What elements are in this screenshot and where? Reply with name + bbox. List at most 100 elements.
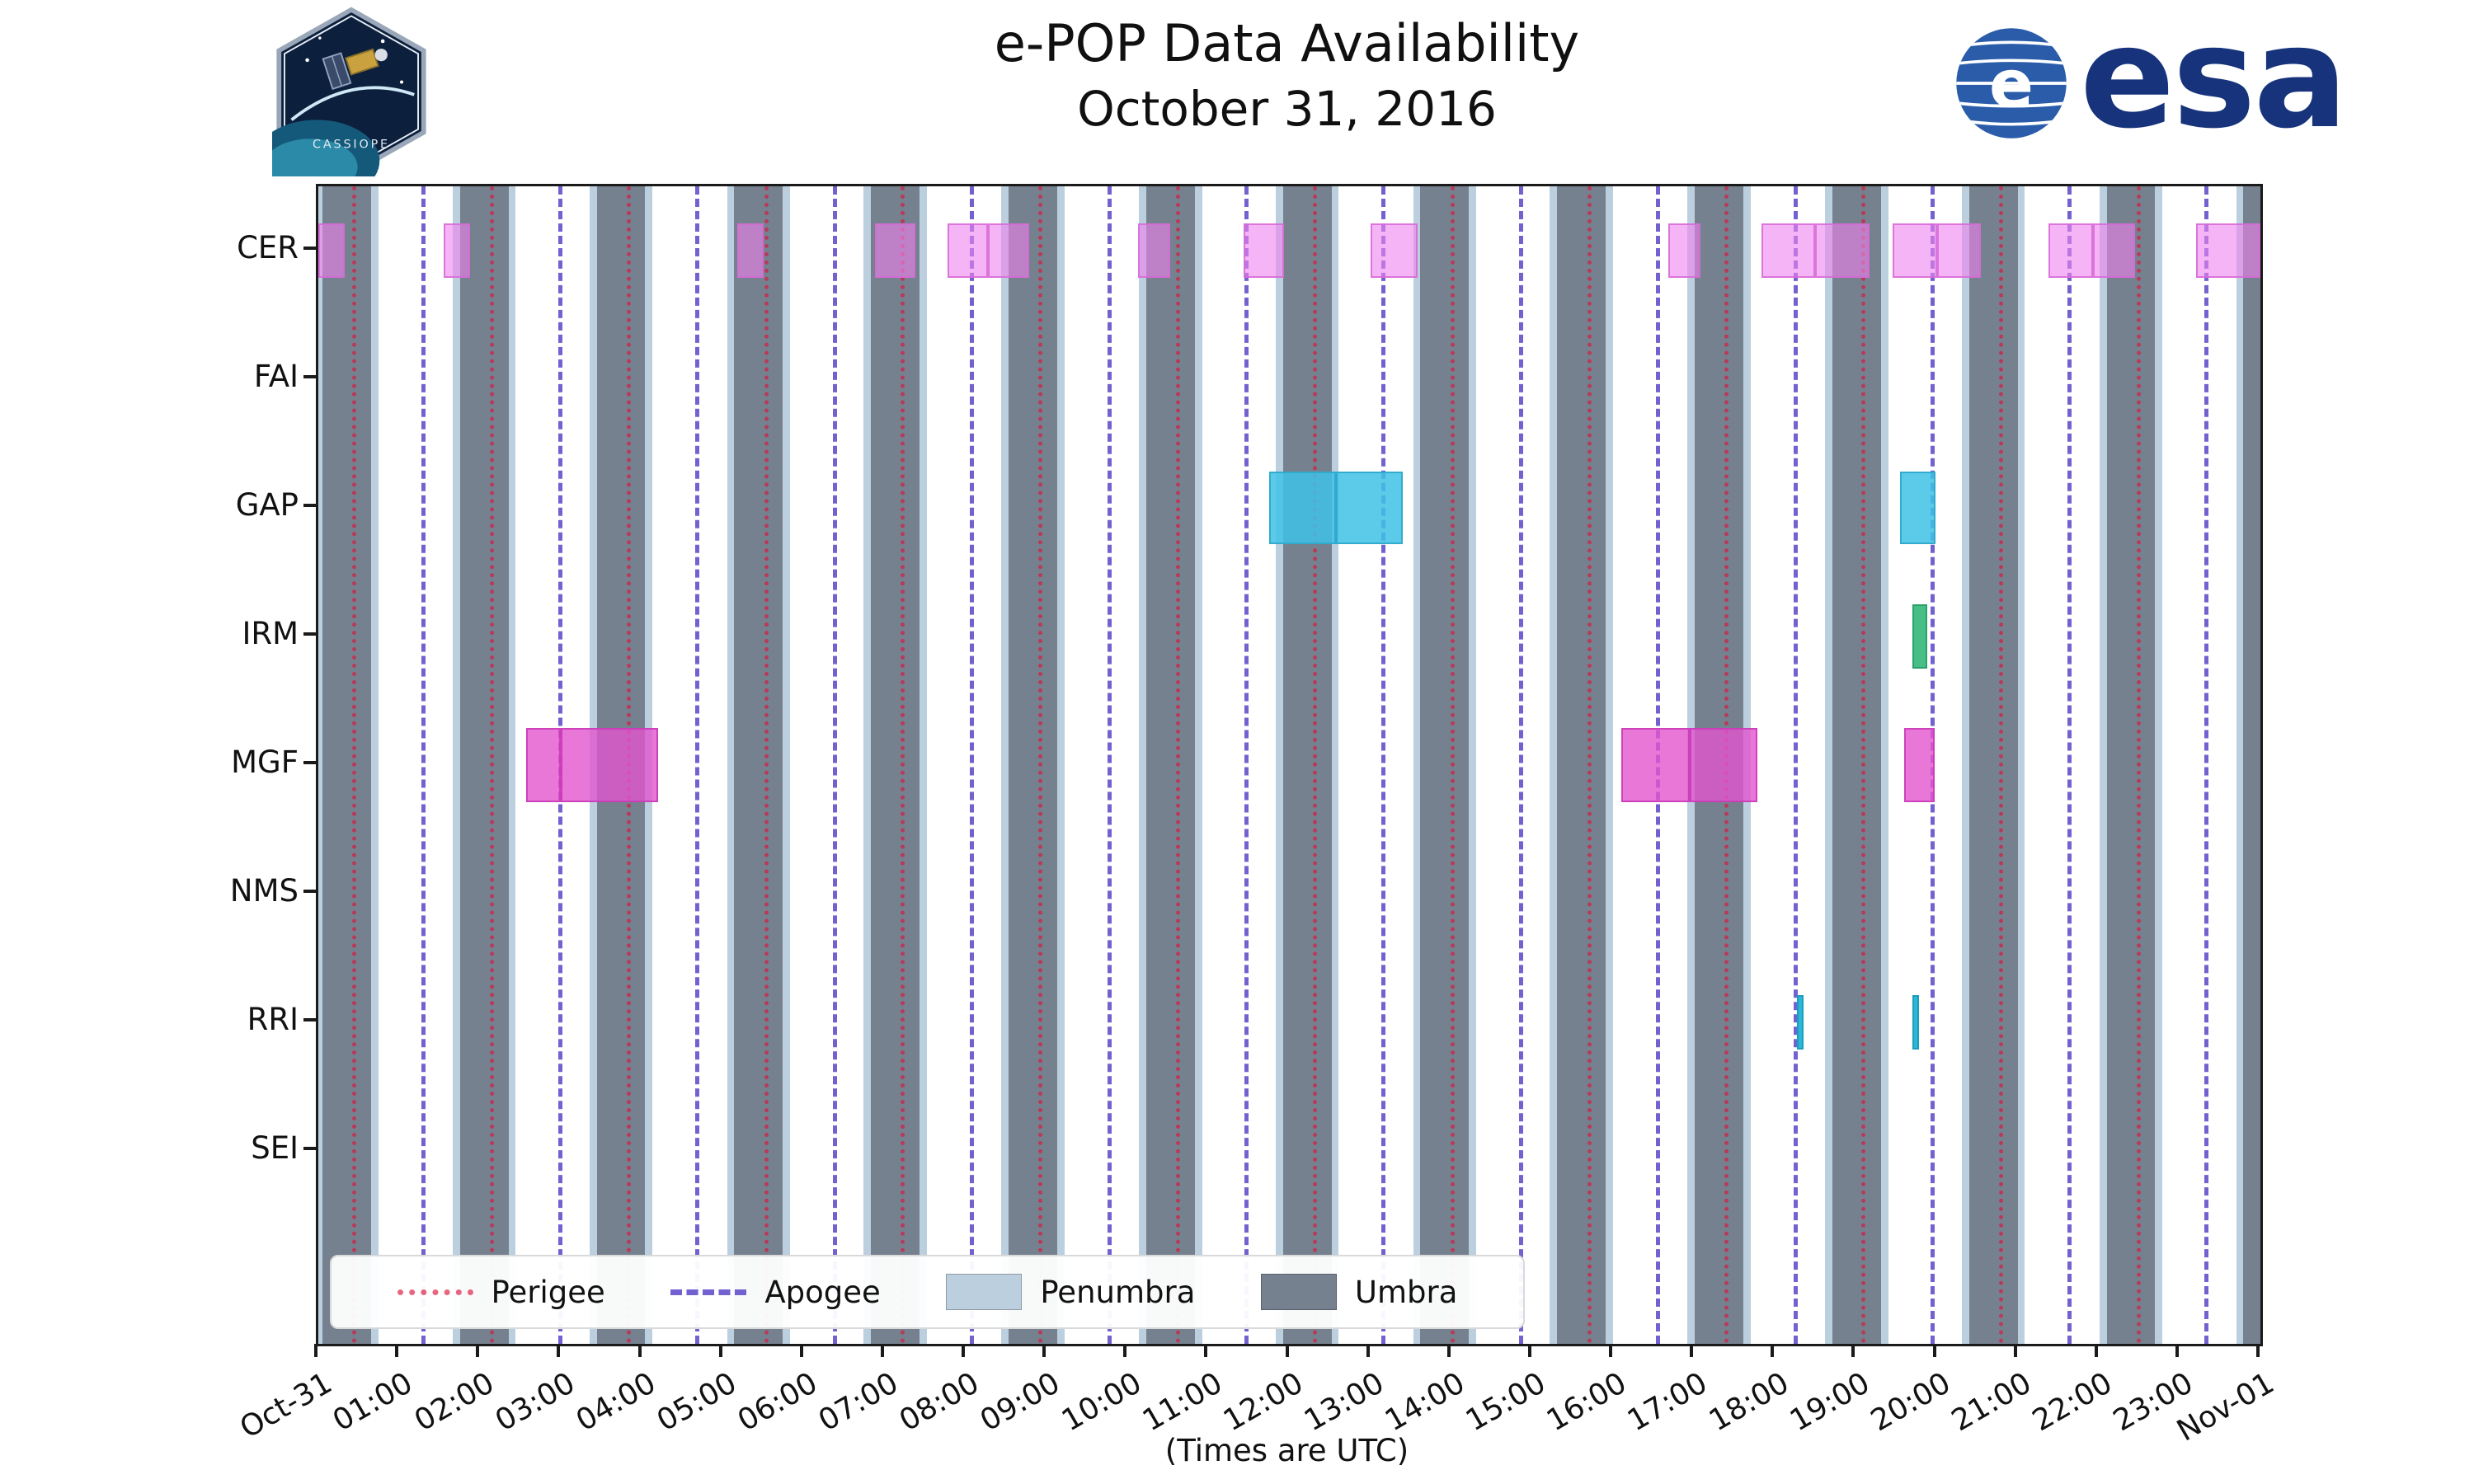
x-tick-label: 23:00 bbox=[2108, 1366, 2199, 1439]
availability-bar-gap bbox=[1336, 472, 1403, 544]
umbra-band bbox=[871, 186, 920, 1344]
perigee-line bbox=[2136, 186, 2141, 1344]
availability-bar-mgf bbox=[561, 727, 659, 803]
umbra-band bbox=[734, 186, 783, 1344]
y-axis-label-fai: FAI bbox=[253, 359, 299, 394]
availability-bar-cer bbox=[875, 223, 916, 278]
availability-bar-cer bbox=[1761, 223, 1816, 278]
legend-swatch-penumbra bbox=[946, 1274, 1023, 1310]
y-tick-mark bbox=[303, 761, 316, 764]
umbra-band bbox=[322, 186, 371, 1344]
legend-item-penumbra: Penumbra bbox=[946, 1274, 1195, 1310]
availability-bar-gap bbox=[1900, 472, 1935, 544]
x-tick-label: 07:00 bbox=[813, 1366, 905, 1439]
chart-title: e-POP Data Availability bbox=[994, 13, 1580, 73]
umbra-band bbox=[1557, 186, 1606, 1344]
perigee-line bbox=[1176, 186, 1181, 1344]
availability-bar-irm bbox=[1912, 604, 1927, 669]
perigee-line bbox=[1312, 186, 1317, 1344]
legend-label-perigee: Perigee bbox=[491, 1274, 605, 1310]
legend-swatch-apogee bbox=[670, 1289, 747, 1295]
esa-wordmark: esa bbox=[2080, 0, 2348, 160]
apogee-line bbox=[1107, 186, 1112, 1344]
apogee-line bbox=[1793, 186, 1798, 1344]
x-tick-label: 08:00 bbox=[894, 1366, 985, 1439]
x-tick-label: 11:00 bbox=[1136, 1366, 1228, 1439]
legend-label-apogee: Apogee bbox=[764, 1274, 881, 1310]
x-tick-label: 04:00 bbox=[570, 1366, 661, 1439]
umbra-band bbox=[1832, 186, 1881, 1344]
y-axis-label-cer: CER bbox=[237, 230, 299, 265]
x-tick-label: 13:00 bbox=[1298, 1366, 1390, 1439]
x-axis-label: (Times are UTC) bbox=[1164, 1433, 1409, 1468]
y-tick-mark bbox=[303, 375, 316, 378]
legend-item-apogee: Apogee bbox=[670, 1274, 881, 1310]
esa-emblem-icon: e bbox=[1956, 28, 2067, 139]
x-tick-label: 05:00 bbox=[651, 1366, 743, 1439]
y-tick-mark bbox=[303, 890, 316, 893]
availability-bar-cer bbox=[1892, 223, 1937, 278]
umbra-band bbox=[1145, 186, 1195, 1344]
y-axis-label-sei: SEI bbox=[251, 1130, 299, 1166]
apogee-line bbox=[2067, 186, 2072, 1344]
perigee-line bbox=[1861, 186, 1866, 1344]
y-axis-label-mgf: MGF bbox=[231, 744, 299, 780]
availability-bar-gap bbox=[1268, 472, 1337, 544]
legend-label-penumbra: Penumbra bbox=[1040, 1274, 1196, 1310]
y-tick-mark bbox=[303, 504, 316, 507]
perigee-line bbox=[1999, 186, 2004, 1344]
availability-bar-cer bbox=[737, 223, 764, 278]
x-tick-label: 16:00 bbox=[1541, 1366, 1633, 1439]
x-tick-label: 21:00 bbox=[1945, 1366, 2038, 1439]
x-tick-label: 19:00 bbox=[1784, 1366, 1875, 1439]
availability-bar-cer bbox=[988, 223, 1029, 278]
x-tick-label: 14:00 bbox=[1379, 1366, 1471, 1439]
availability-bar-cer bbox=[1243, 223, 1284, 278]
umbra-band bbox=[2106, 186, 2156, 1344]
legend-swatch-perigee bbox=[397, 1289, 473, 1295]
y-tick-mark bbox=[303, 247, 316, 250]
patch-satellite bbox=[322, 48, 388, 90]
x-tick-label: 17:00 bbox=[1622, 1366, 1714, 1439]
x-tick-label: 10:00 bbox=[1056, 1366, 1147, 1439]
x-tick-label: 03:00 bbox=[489, 1366, 581, 1439]
x-tick-label: 09:00 bbox=[975, 1366, 1066, 1439]
plot-area: Perigee Apogee Penumbra Umbra bbox=[316, 184, 2263, 1346]
availability-bar-rri bbox=[1912, 995, 1919, 1050]
x-tick-label: 12:00 bbox=[1217, 1366, 1309, 1439]
y-axis-label-irm: IRM bbox=[242, 616, 299, 651]
availability-bar-cer bbox=[2048, 223, 2093, 278]
legend-item-perigee: Perigee bbox=[397, 1275, 605, 1310]
availability-bar-cer bbox=[318, 223, 346, 278]
x-tick-label: 02:00 bbox=[408, 1366, 500, 1439]
availability-bar-cer bbox=[1815, 223, 1870, 278]
umbra-band bbox=[459, 186, 509, 1344]
legend-item-umbra: Umbra bbox=[1260, 1274, 1458, 1310]
perigee-line bbox=[901, 186, 905, 1344]
umbra-band bbox=[1968, 186, 2018, 1344]
apogee-line bbox=[421, 186, 426, 1344]
svg-text:e: e bbox=[1989, 45, 2034, 122]
umbra-band bbox=[1282, 186, 1332, 1344]
apogee-line bbox=[1519, 186, 1524, 1344]
perigee-line bbox=[1038, 186, 1043, 1344]
availability-bar-cer bbox=[2092, 223, 2135, 278]
patch-orbit-swoosh bbox=[290, 86, 415, 121]
x-tick-label: 18:00 bbox=[1703, 1366, 1794, 1439]
umbra-band bbox=[1420, 186, 1470, 1344]
esa-logo: e bbox=[1953, 25, 2448, 157]
availability-bar-cer bbox=[2195, 223, 2260, 278]
perigee-line bbox=[1587, 186, 1592, 1344]
chart-subtitle: October 31, 2016 bbox=[1077, 81, 1497, 137]
perigee-line bbox=[764, 186, 769, 1344]
x-tick-label: 22:00 bbox=[2026, 1366, 2119, 1439]
apogee-line bbox=[2204, 186, 2209, 1344]
availability-bar-mgf bbox=[1620, 727, 1691, 803]
perigee-line bbox=[352, 186, 357, 1344]
y-axis-label-nms: NMS bbox=[229, 873, 299, 909]
umbra-band bbox=[2243, 186, 2260, 1344]
availability-bar-cer bbox=[1370, 223, 1418, 278]
apogee-line bbox=[1381, 186, 1386, 1344]
availability-bar-cer bbox=[444, 223, 471, 278]
legend-label-umbra: Umbra bbox=[1354, 1274, 1458, 1310]
